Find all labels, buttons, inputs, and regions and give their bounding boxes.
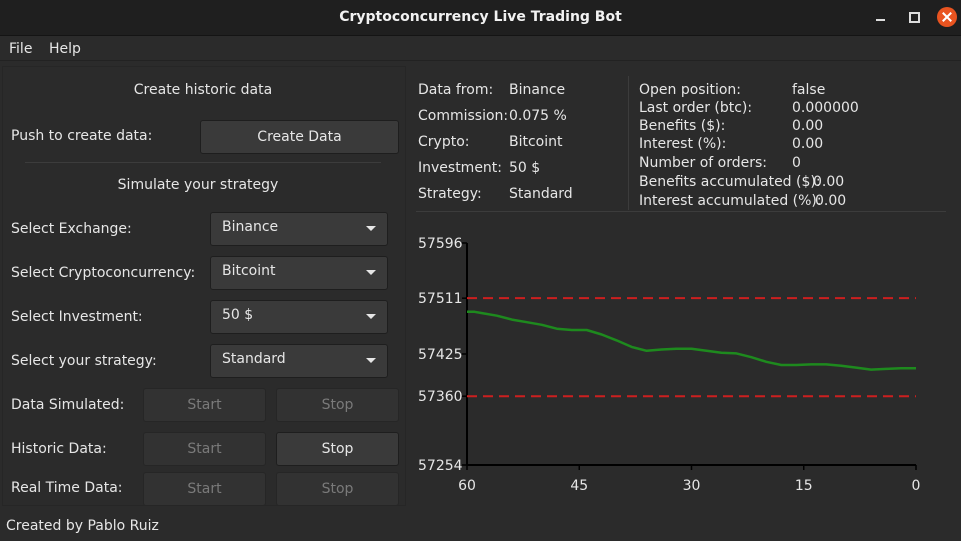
- x-tick-label: 0: [912, 478, 921, 494]
- strategy-select-value: Standard: [222, 351, 286, 367]
- y-tick-label: 57254: [418, 458, 463, 474]
- investment-select-value: 50 $: [222, 307, 254, 323]
- status-label: Open position:: [639, 82, 742, 98]
- info-label: Crypto:: [418, 134, 470, 150]
- real-time-data-label: Real Time Data:: [11, 480, 123, 496]
- status-label: Last order (btc):: [639, 100, 753, 116]
- control-panel: Create historic data Push to create data…: [2, 66, 406, 506]
- x-tick-label: 60: [458, 478, 476, 494]
- chevron-down-icon: [366, 226, 376, 231]
- crypto-select-value: Bitcoint: [222, 263, 276, 279]
- exchange-select[interactable]: Binance: [210, 212, 388, 246]
- minimize-icon[interactable]: [872, 9, 890, 27]
- historic-data-start-button[interactable]: Start: [143, 432, 266, 466]
- status-label: Number of orders:: [639, 155, 767, 171]
- select-exchange-label: Select Exchange:: [11, 221, 132, 237]
- status-value: false: [792, 82, 826, 98]
- price-chart-panel: 57596 57511 57425 57360 57254 60 45 30 15 0: [412, 214, 952, 506]
- create-data-button[interactable]: Create Data: [200, 120, 399, 154]
- menu-bar: File Help: [0, 37, 961, 61]
- data-simulated-stop-button[interactable]: Stop: [276, 388, 399, 422]
- status-value: 0.00: [792, 136, 824, 152]
- status-label: Benefits ($):: [639, 118, 726, 134]
- status-label: Interest (%):: [639, 136, 727, 152]
- exchange-select-value: Binance: [222, 219, 279, 235]
- x-tick-label: 30: [683, 478, 701, 494]
- info-panel: Data from: Binance Commission: 0.075 % C…: [412, 74, 952, 214]
- data-simulated-label: Data Simulated:: [11, 397, 125, 413]
- select-investment-label: Select Investment:: [11, 309, 143, 325]
- y-tick-label: 57425: [418, 347, 463, 363]
- menu-file[interactable]: File: [9, 41, 33, 57]
- info-divider: [628, 76, 629, 210]
- select-strategy-label: Select your strategy:: [11, 353, 157, 369]
- push-label: Push to create data:: [11, 128, 153, 144]
- strategy-select[interactable]: Standard: [210, 344, 388, 378]
- historic-data-label: Historic Data:: [11, 441, 107, 457]
- info-value: Bitcoint: [509, 134, 563, 150]
- divider: [25, 162, 381, 163]
- info-value: 50 $: [509, 160, 541, 176]
- price-series-line: [467, 310, 916, 371]
- crypto-select[interactable]: Bitcoint: [210, 256, 388, 290]
- select-crypto-label: Select Cryptoconcurrency:: [11, 265, 196, 281]
- status-label: Benefits accumulated ($):: [639, 174, 821, 190]
- info-value: Binance: [509, 82, 566, 98]
- real-time-stop-button[interactable]: Stop: [276, 472, 399, 506]
- investment-select[interactable]: 50 $: [210, 300, 388, 334]
- window-title: Cryptoconcurrency Live Trading Bot: [339, 9, 622, 25]
- info-label: Strategy:: [418, 186, 482, 202]
- window-titlebar: Cryptoconcurrency Live Trading Bot: [0, 0, 961, 36]
- info-value: Standard: [509, 186, 573, 202]
- chevron-down-icon: [366, 358, 376, 363]
- status-label: Interest accumulated (%):: [639, 193, 822, 209]
- status-value: 0.00: [813, 174, 845, 190]
- x-tick-label: 15: [795, 478, 813, 494]
- info-label: Commission:: [418, 108, 509, 124]
- simulate-header: Simulate your strategy: [117, 177, 279, 193]
- y-tick-label: 57596: [418, 236, 463, 252]
- info-value: 0.075 %: [509, 108, 567, 124]
- status-bar: Created by Pablo Ruiz: [6, 518, 159, 534]
- info-label: Investment:: [418, 160, 503, 176]
- data-simulated-start-button[interactable]: Start: [143, 388, 266, 422]
- historic-header: Create historic data: [133, 82, 273, 98]
- real-time-start-button[interactable]: Start: [143, 472, 266, 506]
- chevron-down-icon: [366, 270, 376, 275]
- close-icon[interactable]: [937, 7, 957, 27]
- historic-data-stop-button[interactable]: Stop: [276, 432, 399, 466]
- menu-help[interactable]: Help: [49, 41, 81, 57]
- status-value: 0.000000: [792, 100, 859, 116]
- info-label: Data from:: [418, 82, 494, 98]
- x-tick-label: 45: [570, 478, 588, 494]
- price-chart: 57596 57511 57425 57360 57254 60 45 30 15 0: [418, 236, 921, 494]
- status-value: 0.00: [792, 118, 824, 134]
- chevron-down-icon: [366, 314, 376, 319]
- y-tick-label: 57360: [418, 389, 463, 405]
- status-value: 0: [792, 155, 801, 171]
- maximize-icon[interactable]: [905, 9, 923, 27]
- y-tick-label: 57511: [418, 291, 463, 307]
- info-bottom-divider: [416, 211, 946, 212]
- status-value: 0.00: [815, 193, 847, 209]
